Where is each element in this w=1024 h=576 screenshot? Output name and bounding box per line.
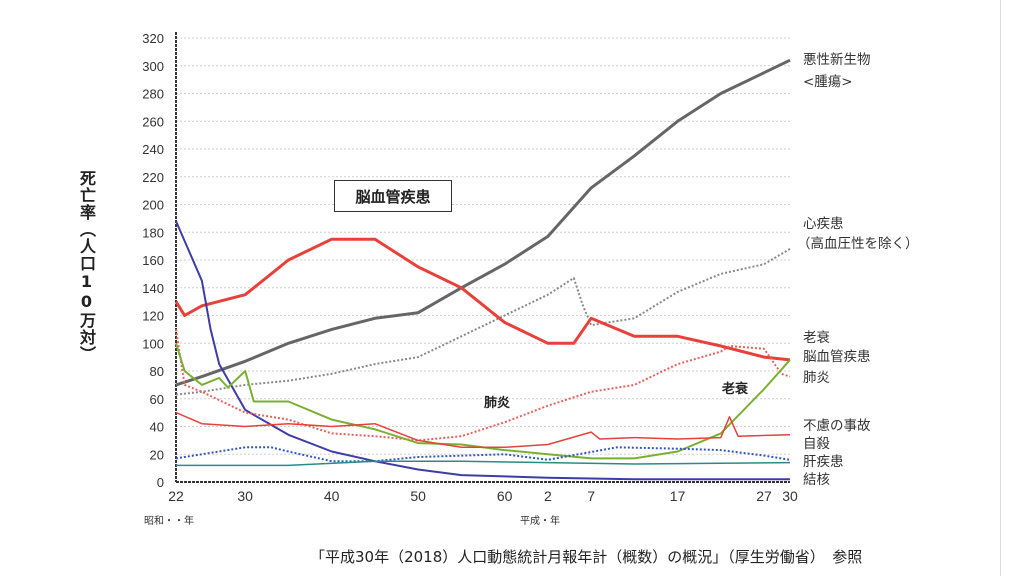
y-tick-label: 40 [150, 420, 164, 435]
x-tick-label: 22 [168, 488, 184, 504]
annotation-pneumonia: 肺炎 [484, 396, 511, 411]
x-tick-label: 30 [237, 488, 253, 504]
series-line-7 [175, 446, 791, 463]
y-tick-label: 60 [150, 392, 164, 407]
y-tick-label: 0 [157, 475, 164, 490]
legend-label-liver: 肝疾患 [803, 454, 844, 470]
y-tick-label: 80 [150, 364, 164, 379]
y-tick-label: 160 [142, 253, 164, 268]
legend-label-stroke: 脳血管疾患 [803, 349, 871, 365]
x-tick-label: 40 [324, 488, 340, 504]
y-tick-label: 260 [142, 114, 164, 129]
series-line-6 [175, 411, 791, 449]
y-tick-label: 100 [142, 336, 164, 351]
y-axis-label: 死亡率（人口10万対） [77, 170, 96, 363]
source-citation: 「平成30年（2018）人口動態統計月報年計（概数）の概況」（厚生労働省） 参照 [310, 548, 863, 566]
y-tick-label: 300 [142, 59, 164, 74]
y-tick-label: 120 [142, 309, 164, 324]
y-tick-label: 320 [142, 31, 164, 46]
series-line-3 [175, 220, 790, 481]
legend-label-pneumonia: 肺炎 [803, 370, 830, 386]
legend-label-cancer-sub: <腫瘍> [803, 74, 853, 90]
x-tick-label: 60 [497, 488, 513, 504]
series-line-0 [175, 58, 791, 387]
series-line-5 [175, 343, 791, 460]
series-line-1 [175, 248, 791, 396]
legend-label-accident: 不慮の事故 [803, 418, 871, 434]
legend-label-suicide: 自殺 [803, 436, 830, 452]
x-axis-label-showa: 昭和・・年 [144, 516, 194, 527]
slide-border [1000, 0, 1001, 576]
x-tick-label: 30 [782, 488, 798, 504]
x-tick-label: 50 [410, 488, 426, 504]
series-line-8 [176, 460, 791, 467]
legend-label-heart-sub: （高血圧性を除く） [797, 236, 919, 252]
legend-label-senility: 老衰 [803, 330, 830, 346]
x-tick-label: 27 [756, 488, 772, 504]
x-tick-label: 17 [670, 488, 686, 504]
y-tick-label: 140 [142, 281, 164, 296]
series-line-2 [174, 237, 791, 362]
legend-label-heart: 心疾患 [803, 216, 844, 232]
x-tick-label: 2 [544, 488, 552, 504]
x-axis-label-heisei: 平成・年 [520, 516, 560, 527]
legend-label-tb: 結核 [803, 472, 830, 488]
y-tick-label: 20 [150, 447, 164, 462]
y-tick-label: 200 [142, 198, 164, 213]
y-tick-label: 220 [142, 170, 164, 185]
annotation-senility: 老衰 [722, 382, 749, 397]
y-tick-label: 240 [142, 142, 164, 157]
annotation-stroke-box: 脳血管疾患 [334, 180, 452, 212]
y-tick-label: 280 [142, 87, 164, 102]
x-tick-label: 7 [587, 488, 595, 504]
y-tick-label: 180 [142, 225, 164, 240]
legend-label-cancer: 悪性新生物 [803, 52, 871, 68]
